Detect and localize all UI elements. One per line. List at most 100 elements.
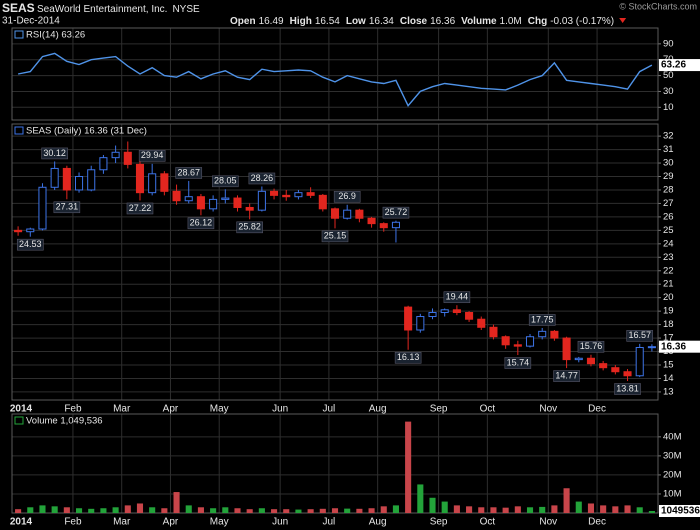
panel-background	[12, 414, 658, 513]
candle-body	[135, 163, 145, 194]
candle-body	[318, 194, 327, 210]
volume-bar	[356, 508, 363, 513]
volume-bar	[502, 507, 509, 513]
y-tick-label: 24	[663, 238, 674, 249]
x-tick-label: Oct	[480, 404, 496, 415]
price-annotation: 15.74	[504, 357, 532, 369]
quote-label: Chg	[528, 16, 547, 27]
volume-bar	[368, 508, 375, 513]
price-annotation: 13.81	[614, 383, 641, 395]
annotation-label: 25.15	[324, 231, 347, 241]
price-annotation: 26.12	[187, 217, 215, 230]
x-tick-label: 2014	[10, 517, 33, 528]
y-tick-label: 30M	[663, 450, 682, 461]
quote-value: 16.36	[430, 16, 455, 27]
quote-value: 16.49	[259, 16, 284, 27]
panel-frame	[11, 27, 659, 121]
annotation-label: 15.74	[507, 357, 530, 367]
candle-body	[367, 217, 376, 225]
candle-body	[513, 344, 522, 347]
volume-bar	[539, 506, 546, 513]
y-tick-label: 20M	[663, 469, 682, 480]
volume-bar	[271, 509, 278, 513]
y-tick-label: 32	[663, 131, 674, 142]
annotation-box	[528, 314, 556, 326]
y-tick-label: 25	[663, 225, 674, 236]
volume-bar	[441, 501, 448, 513]
x-tick-label: Sep	[430, 517, 448, 528]
candle-body	[391, 221, 400, 229]
x-tick-label: Aug	[369, 517, 387, 528]
annotation-box	[321, 230, 349, 243]
credit: © StockCharts.com	[619, 1, 697, 11]
annotation-label: 28.67	[177, 167, 200, 177]
symbol: SEAS	[2, 1, 35, 15]
volume-bar	[417, 484, 424, 513]
volume-bar	[27, 507, 34, 513]
annotation-label: 19.44	[446, 292, 469, 302]
candle-body	[233, 197, 242, 208]
candle-body	[623, 371, 632, 377]
x-tick-label: Jun	[272, 404, 288, 415]
x-tick-label: 2014	[10, 404, 33, 415]
candle-body	[221, 197, 230, 200]
quote-label: High	[290, 16, 312, 27]
volume-bar	[234, 508, 241, 513]
volume-bar	[575, 501, 582, 513]
volume-bar	[100, 508, 107, 513]
price-annotation: 14.77	[553, 370, 580, 382]
y-tick-label: 50	[663, 70, 674, 81]
candle-body	[123, 151, 132, 165]
candle-body	[489, 326, 498, 338]
x-tick-label: Feb	[64, 404, 82, 415]
annotation-label: 29.94	[141, 150, 164, 160]
volume-bar	[453, 505, 460, 513]
legend-label: RSI(14) 63.26	[26, 30, 85, 41]
candle-body	[294, 192, 303, 198]
volume-bar	[173, 492, 180, 513]
y-tick-label: 15	[663, 360, 674, 371]
volume-bar	[283, 509, 290, 513]
volume-bar	[331, 508, 339, 513]
quote-label: Open	[230, 16, 256, 27]
x-tick-label: Nov	[539, 404, 557, 415]
x-tick-label: Dec	[588, 517, 606, 528]
annotation-label: 14.77	[555, 370, 578, 380]
volume-bar	[344, 508, 351, 513]
y-tick-label: 40M	[663, 431, 682, 442]
volume-bar	[246, 509, 253, 513]
candle-body	[611, 367, 620, 373]
annotation-label: 28.05	[214, 176, 237, 186]
volume-bar	[75, 508, 83, 513]
price-annotation: 17.75	[528, 314, 556, 326]
price-annotation: 29.94	[138, 150, 166, 162]
company-name: SeaWorld Entertainment, Inc.	[37, 4, 167, 15]
x-tick-label: Dec	[588, 404, 606, 415]
volume-bar	[551, 505, 558, 513]
annotation-box	[504, 357, 532, 369]
volume-bar	[466, 506, 473, 513]
panel-frame	[11, 123, 659, 401]
y-tick-label: 20	[663, 292, 674, 303]
annotation-box	[394, 351, 422, 364]
candle-body	[75, 176, 84, 191]
annotation-box	[333, 190, 361, 203]
last-value: 63.26	[661, 60, 686, 71]
candle-body	[38, 186, 47, 230]
annotation-box	[126, 202, 154, 215]
volume-bar	[258, 508, 265, 513]
price-annotation: 27.22	[126, 202, 154, 215]
candle-body	[148, 173, 157, 194]
price-annotation: 15.76	[577, 340, 605, 353]
candle-body	[477, 318, 486, 328]
y-tick-label: 10M	[663, 488, 682, 499]
annotation-box	[553, 370, 580, 382]
quote: Open 16.49 High 16.54 Low 16.34 Close 16.36 Volu…	[230, 16, 614, 27]
quote-label: Close	[400, 16, 428, 27]
x-tick-label: Jun	[272, 517, 288, 528]
candle-body	[14, 229, 23, 233]
volume-bar	[319, 508, 326, 513]
last-value-box	[659, 340, 700, 353]
candle-body	[245, 206, 254, 211]
price-annotation: 25.82	[236, 221, 263, 234]
